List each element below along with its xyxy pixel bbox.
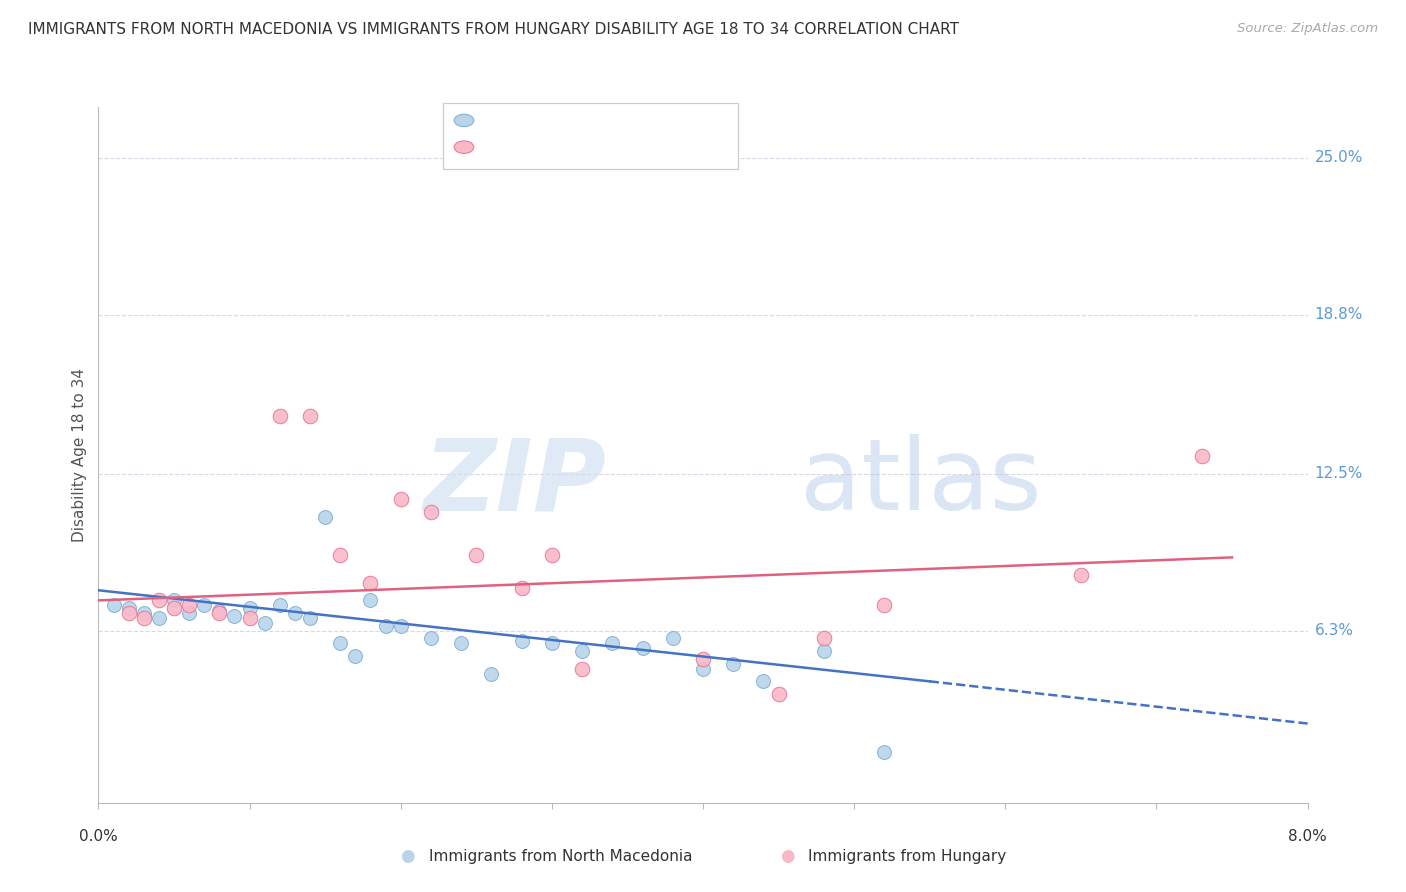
Text: Immigrants from North Macedonia: Immigrants from North Macedonia <box>429 849 692 863</box>
Point <box>813 632 835 646</box>
Point <box>359 593 381 607</box>
Point <box>692 662 714 676</box>
Text: 12.5%: 12.5% <box>1315 467 1362 482</box>
Point <box>873 745 896 759</box>
Point <box>284 606 307 620</box>
Text: ZIP: ZIP <box>423 434 606 532</box>
Point <box>723 657 745 671</box>
Point <box>465 548 488 562</box>
Point <box>359 575 381 590</box>
Point <box>389 492 412 507</box>
Point <box>118 601 141 615</box>
Point <box>299 611 322 625</box>
Point <box>208 606 231 620</box>
Point <box>239 601 262 615</box>
Text: -0.382: -0.382 <box>517 113 572 128</box>
Text: ●: ● <box>780 847 794 865</box>
Point <box>450 636 472 650</box>
Point <box>571 644 593 658</box>
Point <box>329 636 352 650</box>
Text: N =: N = <box>605 113 638 128</box>
Point <box>602 636 624 650</box>
Text: N =: N = <box>605 140 638 154</box>
Point <box>510 633 533 648</box>
Point <box>118 606 141 620</box>
Point <box>540 548 562 562</box>
Point <box>374 618 396 632</box>
Text: 0.070: 0.070 <box>517 140 571 154</box>
Point <box>419 505 441 519</box>
Point <box>208 603 231 617</box>
Text: 34: 34 <box>630 113 651 128</box>
Point <box>179 606 201 620</box>
Text: R =: R = <box>489 113 523 128</box>
Point <box>148 611 170 625</box>
Point <box>752 674 775 689</box>
Text: 25.0%: 25.0% <box>1315 150 1362 165</box>
Point <box>1070 568 1092 582</box>
Point <box>692 651 714 665</box>
Point <box>148 593 170 607</box>
Point <box>479 666 503 681</box>
Text: 6.3%: 6.3% <box>1315 624 1354 639</box>
Point <box>253 616 276 631</box>
Point <box>540 636 562 650</box>
Point <box>813 644 835 658</box>
Point <box>132 606 155 620</box>
Point <box>631 641 654 656</box>
Point <box>661 632 683 646</box>
Point <box>571 662 593 676</box>
Text: Immigrants from Hungary: Immigrants from Hungary <box>808 849 1007 863</box>
Text: R =: R = <box>489 140 523 154</box>
Point <box>768 687 790 701</box>
Point <box>163 593 186 607</box>
Text: 8.0%: 8.0% <box>1288 830 1327 844</box>
Point <box>103 599 125 613</box>
Text: 0.0%: 0.0% <box>79 830 118 844</box>
Point <box>419 632 441 646</box>
Point <box>269 409 291 423</box>
Point <box>510 581 533 595</box>
Point <box>163 601 186 615</box>
Text: ●: ● <box>401 847 415 865</box>
Point <box>1191 449 1213 463</box>
Point <box>389 618 412 632</box>
Point <box>344 648 367 663</box>
Text: atlas: atlas <box>800 434 1042 532</box>
Point <box>239 611 262 625</box>
Text: 23: 23 <box>630 140 651 154</box>
Point <box>299 409 322 423</box>
Point <box>269 599 291 613</box>
Point <box>314 509 336 524</box>
Point <box>179 599 201 613</box>
Point <box>193 599 215 613</box>
Text: Source: ZipAtlas.com: Source: ZipAtlas.com <box>1237 22 1378 36</box>
Point <box>224 608 246 623</box>
Point <box>873 599 896 613</box>
Point <box>329 548 352 562</box>
Text: 18.8%: 18.8% <box>1315 307 1362 322</box>
Point <box>132 611 155 625</box>
Text: IMMIGRANTS FROM NORTH MACEDONIA VS IMMIGRANTS FROM HUNGARY DISABILITY AGE 18 TO : IMMIGRANTS FROM NORTH MACEDONIA VS IMMIG… <box>28 22 959 37</box>
Y-axis label: Disability Age 18 to 34: Disability Age 18 to 34 <box>72 368 87 542</box>
